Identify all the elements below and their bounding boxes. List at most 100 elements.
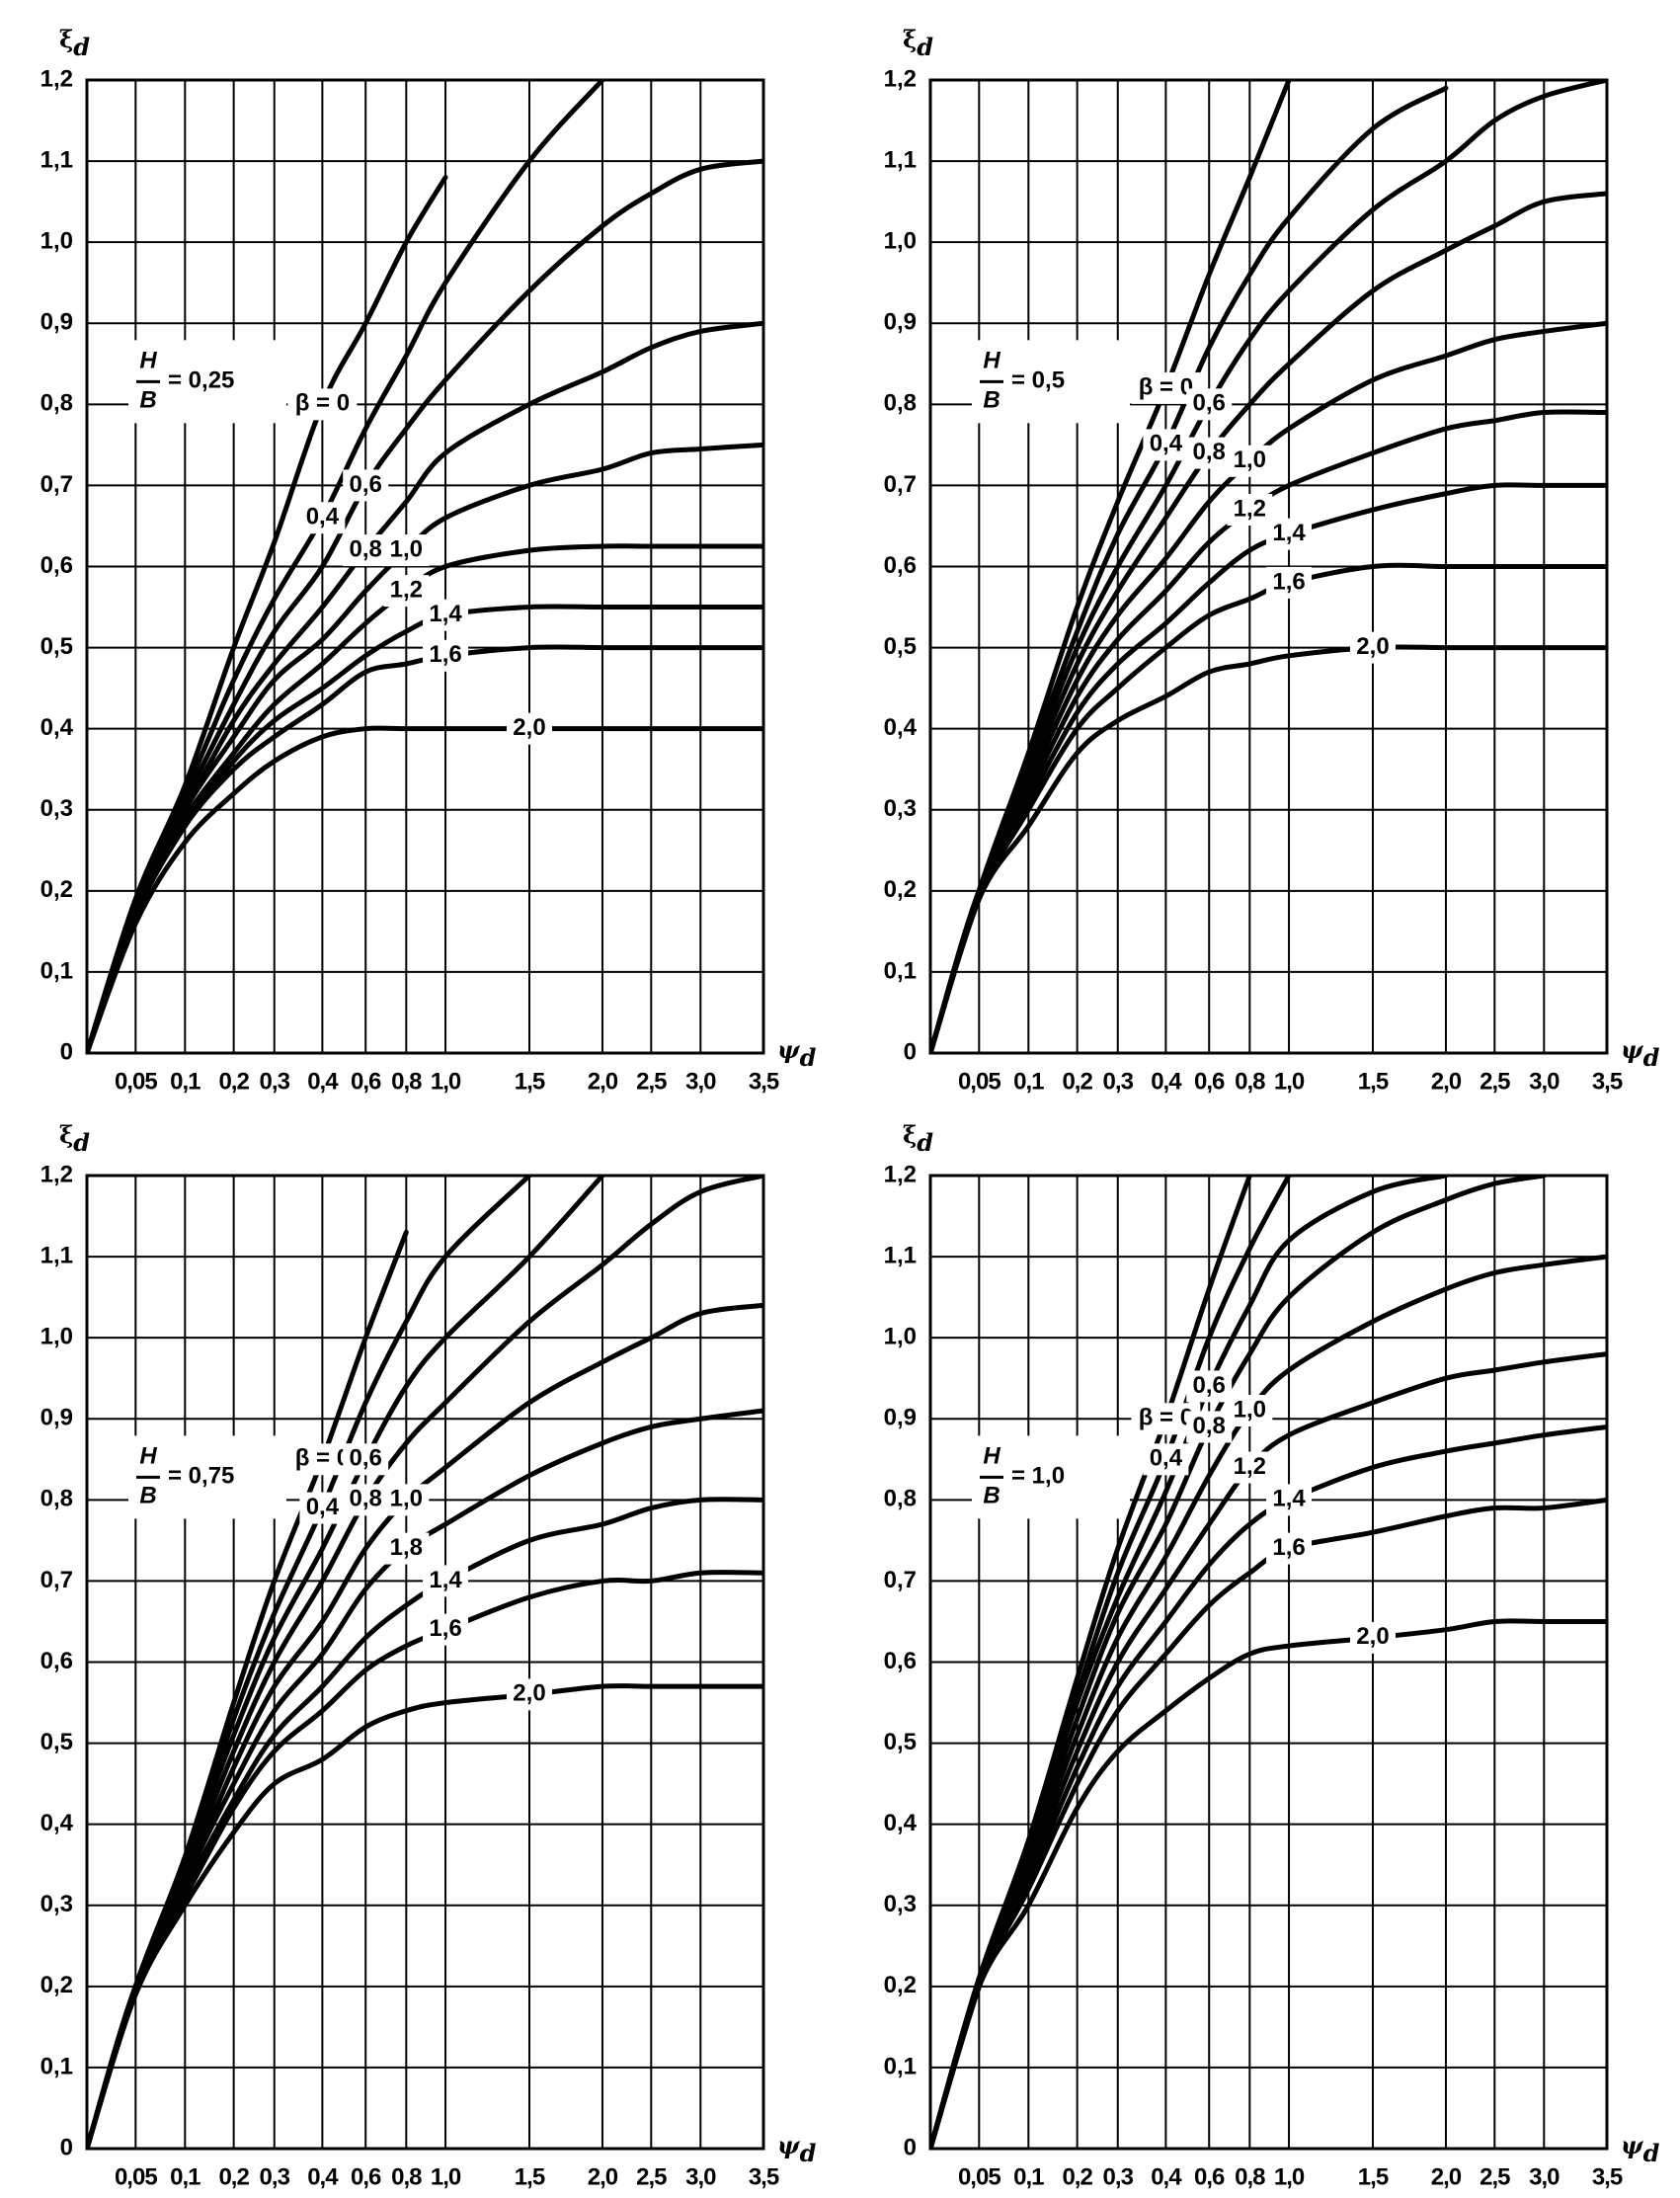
x-tick-label: 1,5 <box>1358 2163 1389 2190</box>
y-tick-label: 0,9 <box>884 1405 917 1431</box>
y-tick-label: 1,2 <box>40 65 73 92</box>
chart-panel: 0 0,1 0,2 0,3 0,4 0,5 0,6 0,7 0,8 0,9 1,0 1,1 1,2 0,0… <box>884 1120 1660 2191</box>
y-axis-label: ξd <box>903 25 933 61</box>
curve-label: 1,2 <box>1234 495 1266 522</box>
x-tick-label: 0,3 <box>260 1068 290 1095</box>
y-tick-label: 0,4 <box>40 1810 74 1836</box>
curve <box>930 1254 1607 2149</box>
curve <box>930 320 1607 1053</box>
y-tick-label: 1,1 <box>884 1242 917 1268</box>
x-tick-label: 1,0 <box>431 2163 461 2190</box>
curve-label: 1,6 <box>1272 1534 1305 1561</box>
y-axis-symbol: ξ <box>59 1120 73 1149</box>
x-axis-subscript: d <box>800 2139 817 2167</box>
curve-label: 0,8 <box>1193 1413 1226 1439</box>
curve-label-bg <box>1186 388 1233 421</box>
x-tick-label: 0,6 <box>351 2163 381 2190</box>
y-axis-subscript: d <box>917 1128 933 1157</box>
x-tick-label: 1,0 <box>1274 2163 1305 2190</box>
chart-panel: 0 0,1 0,2 0,3 0,4 0,5 0,6 0,7 0,8 0,9 1,0 1,1 1,2 0,0… <box>40 1120 817 2191</box>
x-axis-symbol: ψ <box>777 2131 801 2159</box>
y-tick-label: 0 <box>60 2134 73 2160</box>
curve-label-bg <box>299 1492 346 1524</box>
y-tick-label: 0,3 <box>884 795 917 822</box>
annotation-denominator: B <box>139 1483 156 1509</box>
x-tick-label: 2,5 <box>636 1068 667 1095</box>
x-tick-label: 3,5 <box>749 2163 779 2190</box>
y-tick-label: 0,3 <box>40 1891 73 1917</box>
x-tick-label: 0,2 <box>218 1068 249 1095</box>
y-axis-label: ξd <box>59 1120 90 1157</box>
curve-label: 1,6 <box>429 641 461 668</box>
x-tick-label: 3,0 <box>1529 2163 1560 2190</box>
plot-frame <box>85 78 765 1055</box>
curve-label: 0,4 <box>1150 431 1183 457</box>
y-axis-symbol: ξ <box>903 1120 917 1149</box>
y-tick-label: 0,5 <box>884 633 917 660</box>
y-tick-label: 0,6 <box>40 1648 73 1674</box>
curve <box>930 1497 1607 2149</box>
x-tick-label: 2,0 <box>588 2163 618 2190</box>
y-tick-label: 0,4 <box>884 1810 918 1836</box>
curve <box>930 482 1607 1053</box>
y-tick-label: 1,2 <box>40 1161 73 1187</box>
curve <box>87 543 763 1053</box>
curve-label: 0,8 <box>350 535 382 562</box>
y-tick-label: 0,5 <box>884 1729 917 1755</box>
curve-label: 2,0 <box>513 714 545 741</box>
x-tick-label: 3,5 <box>1592 1068 1623 1095</box>
y-tick-label: 0 <box>904 1038 917 1065</box>
curve <box>930 562 1607 1053</box>
curve-label: 0,8 <box>1193 439 1226 465</box>
plot-frame <box>85 1174 765 2151</box>
curve-label-bg <box>287 388 358 421</box>
x-tick-label: 0,8 <box>391 1068 422 1095</box>
curve-label: 1,4 <box>1272 520 1306 546</box>
y-tick-label: 1,2 <box>884 1161 917 1187</box>
curve <box>87 1570 763 2149</box>
y-tick-label: 0,8 <box>884 390 917 417</box>
curve <box>930 85 1449 1053</box>
curve-label-bg <box>1227 445 1273 477</box>
y-tick-label: 0,5 <box>40 633 73 660</box>
y-tick-label: 0,7 <box>884 1567 917 1593</box>
y-tick-label: 0,8 <box>40 390 73 417</box>
curve-label-bg <box>1227 494 1273 527</box>
curve-label: 1,6 <box>1272 568 1305 595</box>
curve <box>87 1683 763 2149</box>
x-tick-label: 0,2 <box>1062 1068 1092 1095</box>
curve-label-bg <box>1266 518 1313 550</box>
curve-labels: β = 0 0,4 0,6 0,8 1,0 1,21,4 1,6 2,0 <box>1131 1370 1396 1654</box>
annotation-value: = 0,25 <box>168 367 234 394</box>
curve-label-bg <box>1186 1411 1233 1443</box>
y-tick-label: 0,2 <box>884 1972 917 1998</box>
curve-label: 0,6 <box>350 471 382 498</box>
annotation-value: = 1,0 <box>1011 1463 1065 1490</box>
annotation-denominator: B <box>139 387 156 414</box>
x-tick-label: 3,0 <box>685 1068 716 1095</box>
curve <box>87 1497 763 2149</box>
curve-label: 1,0 <box>390 1486 423 1512</box>
curve-labels: β = 0 0,4 0,6 0,8 1,0 1,81,4 1,6 2,0 <box>287 1443 552 1711</box>
x-tick-label: 3,0 <box>1529 1068 1560 1095</box>
curve <box>930 644 1607 1053</box>
curve-labels: β = 0 0,4 0,6 0,8 1,0 1,21,4 1,6 2,0 <box>1131 371 1396 664</box>
curve-label-bg <box>343 534 389 567</box>
curve-label: 1,4 <box>429 1567 462 1593</box>
y-axis-subscript: d <box>73 1128 90 1157</box>
curve-label: 1,0 <box>1234 447 1266 473</box>
y-tick-label: 0,2 <box>884 876 917 903</box>
x-tick-label: 1,0 <box>1274 1068 1305 1095</box>
x-tick-label: 1,5 <box>515 2163 545 2190</box>
x-tick-label: 2,5 <box>1480 2163 1510 2190</box>
y-tick-label: 0 <box>904 2134 917 2160</box>
curve-label-bg <box>423 1613 469 1646</box>
annotation-numerator: H <box>139 348 157 374</box>
y-tick-label: 0,9 <box>40 1405 73 1431</box>
curve-label-bg <box>1266 1532 1313 1565</box>
curve-label: 0,8 <box>350 1486 382 1512</box>
y-axis-symbol: ξ <box>903 25 917 53</box>
curve-label-bg <box>506 712 552 745</box>
curve-label: 0,6 <box>1193 390 1226 417</box>
x-tick-label: 2,0 <box>1431 2163 1462 2190</box>
